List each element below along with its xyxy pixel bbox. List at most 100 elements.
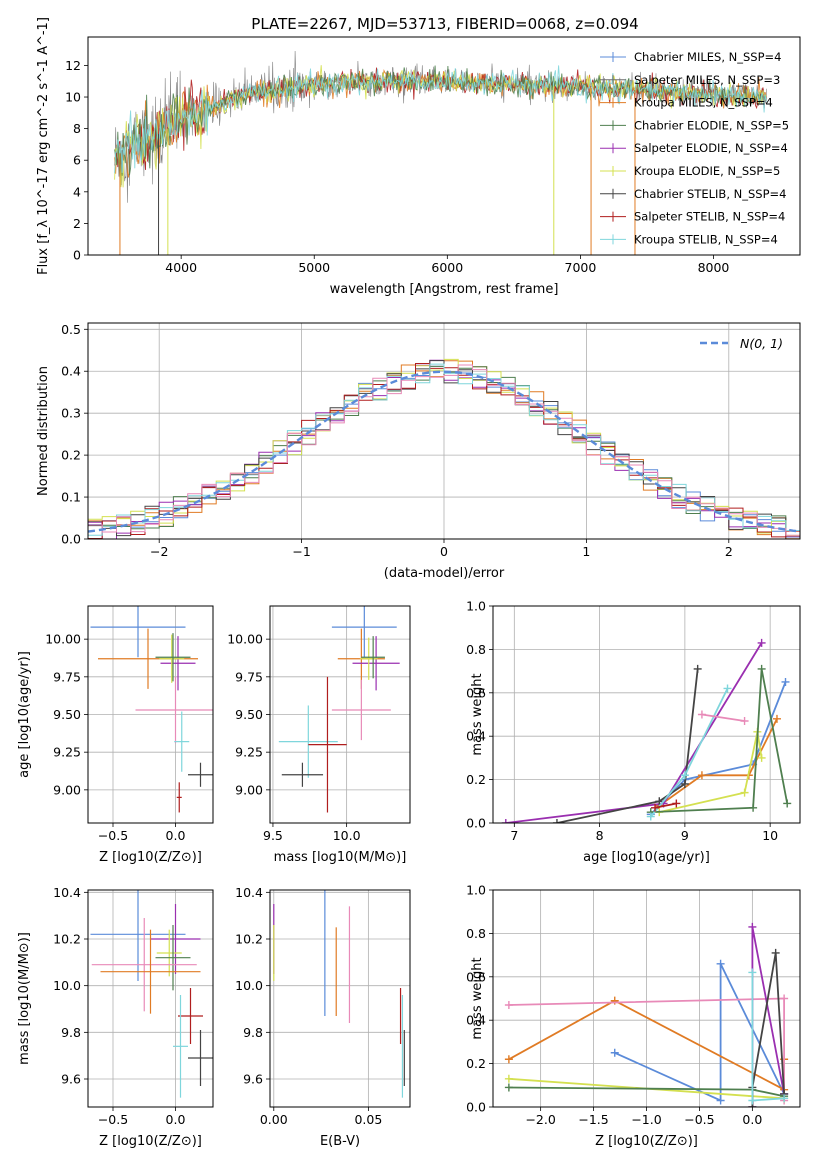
x-tick-label: 8	[596, 828, 604, 843]
x-tick-label: −1.5	[578, 1112, 608, 1127]
y-tick-label: 10	[65, 90, 81, 105]
x-tick-label: 9	[681, 828, 689, 843]
legend: Chabrier MILES, N_SSP=4 Salpeter MILES, N…	[600, 50, 789, 246]
plot-area	[273, 890, 405, 1098]
axes-frame	[87, 605, 214, 824]
x-axis-label: (data-model)/error	[384, 566, 505, 581]
y-tick-label: 0.2	[466, 1056, 486, 1071]
x-tick-label: 10.0	[333, 828, 361, 843]
y-tick-label: 9.75	[53, 669, 81, 684]
legend-label: Salpeter STELIB, N_SSP=4	[634, 210, 785, 224]
y-tick-label: 9.00	[53, 782, 81, 797]
x-tick-label: −0.5	[684, 1112, 714, 1127]
x-tick-label: −1.0	[631, 1112, 661, 1127]
series-marker	[757, 753, 766, 762]
panel-spectrum: 4000 5000 6000 7000 8000 0 2 4 6 8 10 12 wavelength …	[36, 17, 801, 297]
x-tick-label: 0.05	[354, 1112, 382, 1127]
y-tick-label: 6	[73, 153, 81, 168]
axes-frame	[269, 889, 411, 1108]
y-tick-label: 0.6	[466, 969, 486, 984]
normal-curve-line	[88, 370, 800, 533]
x-tick-label: 8000	[698, 260, 730, 275]
series-marker	[716, 1096, 725, 1105]
series-line	[556, 668, 699, 823]
x-tick-label: −2.0	[525, 1112, 555, 1127]
y-tick-label: 0	[73, 248, 81, 263]
y-tick-label: 9.00	[235, 782, 263, 797]
x-tick-label: −0.5	[98, 1112, 128, 1127]
x-tick-label: 0.0	[742, 1112, 762, 1127]
x-tick-label: 9.5	[263, 828, 283, 843]
plot-area	[114, 50, 767, 255]
series-marker	[680, 779, 689, 788]
panel-residuals: −2 −1 0 1 2 0.0 0.1 0.2 0.3 0.4 0.5 (data-model)/er…	[36, 322, 801, 581]
model-spectrum-line	[114, 65, 767, 188]
y-tick-label: 0.2	[61, 448, 81, 463]
y-axis-label: mass weight	[470, 957, 485, 1039]
series-marker	[504, 1055, 513, 1064]
y-tick-label: 2	[73, 216, 81, 231]
histogram-step-line	[88, 364, 800, 536]
panel-mass_vs_EBV: 0.00 0.05 9.6 9.8 10.0 10.2 10.4 E(B-V)	[235, 885, 411, 1149]
series-marker	[748, 968, 757, 977]
x-tick-label: 4000	[165, 260, 197, 275]
x-axis-label: E(B-V)	[320, 1134, 360, 1149]
y-tick-label: 0.2	[466, 772, 486, 787]
axes-frame	[87, 36, 801, 256]
legend-label: Chabrier MILES, N_SSP=4	[634, 50, 781, 64]
legend-label: Salpeter ELODIE, N_SSP=4	[634, 141, 788, 155]
y-tick-label: 9.25	[53, 745, 81, 760]
y-tick-label: 10.2	[235, 932, 263, 947]
series-marker	[504, 1001, 513, 1010]
x-tick-label: −2	[150, 544, 168, 559]
y-tick-label: 10.2	[53, 932, 81, 947]
series-marker	[780, 994, 789, 1003]
y-tick-label: 10.4	[235, 885, 263, 900]
series-marker	[716, 959, 725, 968]
legend-label: Kroupa MILES, N_SSP=4	[634, 96, 773, 110]
x-tick-label: 7	[510, 828, 518, 843]
legend-label: Chabrier ELODIE, N_SSP=5	[634, 118, 789, 132]
x-axis-label: wavelength [Angstrom, rest frame]	[330, 282, 559, 297]
y-tick-label: 1.0	[466, 599, 486, 614]
y-tick-label: 0.1	[61, 490, 81, 505]
series-line	[659, 731, 763, 813]
y-tick-label: 9.50	[53, 707, 81, 722]
plot-area	[90, 890, 213, 1098]
y-axis-label: mass [log10(M/M⊙)]	[17, 932, 32, 1065]
y-tick-label: 9.8	[61, 1025, 81, 1040]
axes-frame	[87, 889, 214, 1108]
legend-label: Kroupa STELIB, N_SSP=4	[634, 232, 778, 246]
x-axis-label: Z [log10(Z/Z⊙)]	[99, 850, 202, 865]
y-tick-label: 9.8	[243, 1025, 263, 1040]
series-marker	[757, 664, 766, 673]
series-marker	[748, 922, 757, 931]
y-tick-label: 4	[73, 184, 81, 199]
axes-frame	[492, 605, 801, 824]
series-marker	[772, 714, 781, 723]
series-marker	[748, 1096, 757, 1105]
legend-label: N(0, 1)	[740, 336, 783, 351]
y-tick-label: 8	[73, 121, 81, 136]
series-line	[650, 681, 787, 815]
legend-label: Kroupa ELODIE, N_SSP=5	[634, 164, 780, 178]
series-line	[650, 668, 789, 813]
panel-mass_vs_Z: −0.5 0.0 9.6 9.8 10.0 10.2 10.4 Z [log10(Z/Z⊙)]…	[17, 885, 214, 1149]
axes-frame	[492, 889, 801, 1108]
y-tick-label: 0.8	[466, 642, 486, 657]
panel-age_vs_mass: 9.5 10.0 9.00 9.25 9.50 9.75 10.00 mass [log10(…	[227, 605, 411, 865]
y-tick-label: 9.75	[235, 669, 263, 684]
y-tick-label: 10.0	[235, 978, 263, 993]
y-tick-label: 10.00	[45, 632, 81, 647]
x-axis-label: Z [log10(Z/Z⊙)]	[595, 1134, 698, 1149]
series-line	[505, 642, 763, 823]
series-marker	[655, 797, 664, 806]
plot-area	[88, 358, 800, 539]
x-axis-label: Z [log10(Z/Z⊙)]	[99, 1134, 202, 1149]
y-tick-label: 0.4	[466, 729, 486, 744]
x-tick-label: 0.00	[260, 1112, 288, 1127]
y-tick-label: 10.4	[53, 885, 81, 900]
y-tick-label: 9.25	[235, 745, 263, 760]
series-marker	[697, 710, 706, 719]
